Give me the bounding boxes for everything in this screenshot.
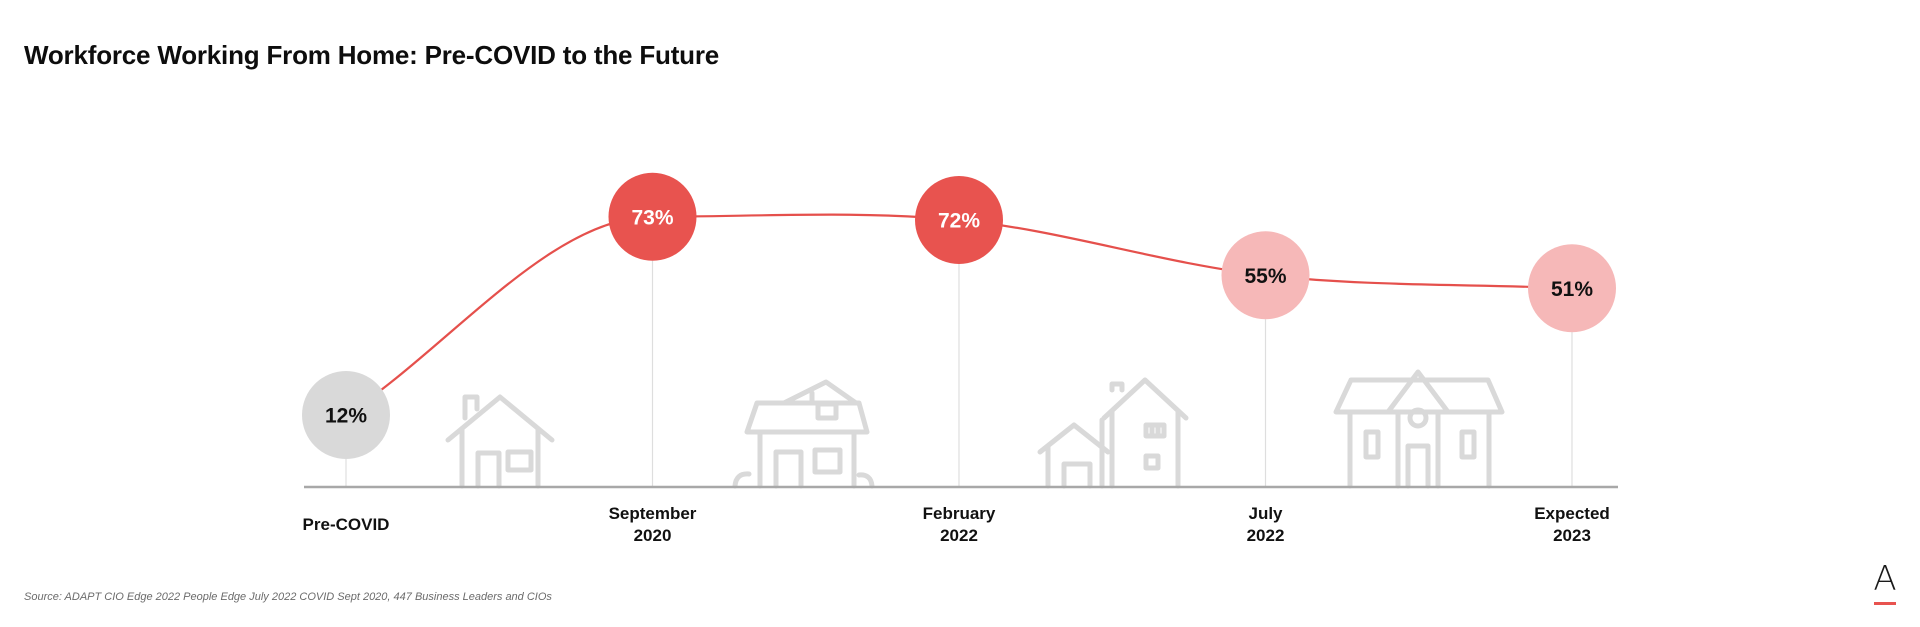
x-tick-label: 2022 bbox=[940, 526, 978, 545]
data-value-label: 73% bbox=[631, 206, 673, 229]
source-note: Source: ADAPT CIO Edge 2022 People Edge … bbox=[24, 591, 552, 603]
data-point-bubble bbox=[915, 176, 1003, 264]
logo-accent-bar bbox=[1874, 602, 1896, 605]
data-value-label: 55% bbox=[1244, 265, 1286, 288]
house-icon bbox=[732, 379, 875, 489]
x-tick-label: Pre-COVID bbox=[303, 515, 390, 534]
x-axis-labels: Pre-COVID September 2020 February 2022 July 20… bbox=[303, 504, 1610, 545]
x-tick-label: Expected bbox=[1534, 504, 1610, 523]
x-tick-label: 2023 bbox=[1553, 526, 1591, 545]
x-tick-label: September bbox=[609, 504, 697, 523]
logo-letter: A bbox=[1873, 559, 1897, 599]
house-icon bbox=[445, 394, 555, 489]
data-points: 12% 73% 72% 55% 51% bbox=[302, 172, 1616, 459]
x-tick-label: February bbox=[923, 504, 996, 523]
data-point-bubble bbox=[1528, 244, 1616, 333]
chart-title: Workforce Working From Home: Pre-COVID t… bbox=[24, 40, 720, 70]
category-guides bbox=[345, 260, 1573, 487]
x-tick-label: July bbox=[1248, 504, 1283, 523]
data-point-bubble bbox=[608, 172, 697, 261]
house-icon bbox=[1037, 377, 1189, 489]
x-tick-label: 2020 bbox=[634, 526, 672, 545]
data-point-bubble bbox=[1221, 231, 1310, 320]
house-illustrations bbox=[445, 369, 1505, 489]
data-value-label: 72% bbox=[938, 210, 980, 233]
data-value-label: 12% bbox=[325, 405, 367, 428]
data-value-label: 51% bbox=[1551, 278, 1593, 301]
brand-logo: A bbox=[1870, 560, 1900, 606]
x-tick-label: 2022 bbox=[1247, 526, 1285, 545]
house-icon bbox=[1333, 369, 1505, 489]
data-point-bubble bbox=[302, 371, 390, 459]
